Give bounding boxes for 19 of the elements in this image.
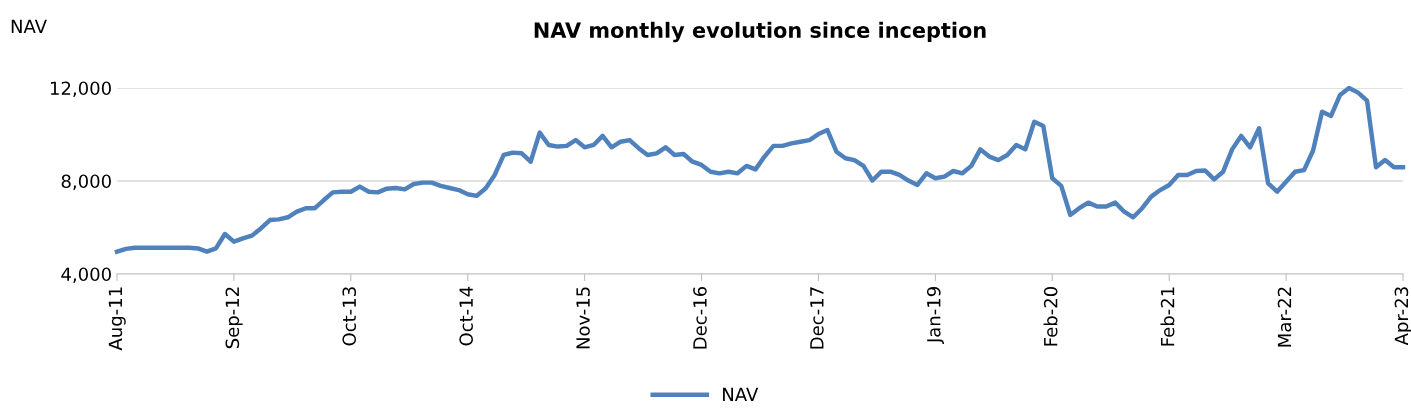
legend-label: NAV (723, 387, 759, 402)
y-tick-label: 8,000 (61, 174, 111, 190)
y-tick-label: 12,000 (50, 81, 111, 97)
y-axis-title: NAV (11, 19, 47, 33)
x-tick-label: Dec-16 (693, 286, 707, 349)
x-tick-label: Aug-11 (108, 287, 126, 351)
x-tick-label: Nov-15 (576, 287, 590, 349)
x-tick-label: Jan-19 (926, 287, 944, 345)
x-tick-label: Mar-22 (1277, 287, 1292, 347)
x-tick-label: Feb-20 (1043, 287, 1058, 346)
x-tick-label: Sep-12 (225, 287, 243, 349)
x-tick-label: Dec-17 (810, 287, 824, 349)
chart-title: NAV monthly evolution since inception (534, 21, 986, 43)
x-tick-label: Oct-14 (459, 286, 473, 346)
x-tick-label: Apr-23 (1394, 287, 1411, 346)
x-tick-label: Feb-21 (1160, 287, 1175, 346)
x-tick-label: Oct-13 (342, 287, 357, 346)
y-tick-label: 4,000 (61, 267, 111, 283)
line-series (114, 85, 1406, 254)
